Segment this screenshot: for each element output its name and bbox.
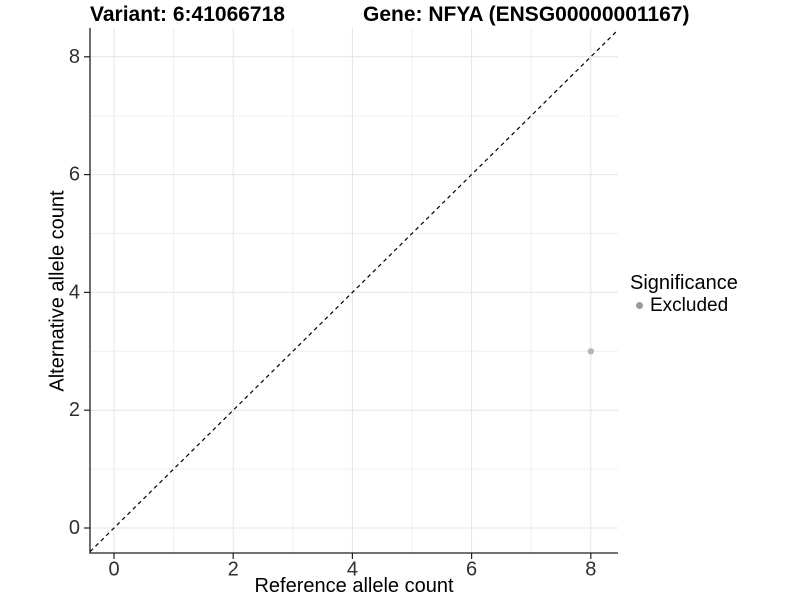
plot-title-variant: Variant: 6:41066718 [90, 3, 285, 26]
x-tick-label: 6 [466, 559, 477, 581]
legend-title: Significance [630, 272, 738, 294]
legend-item-excluded: Excluded [628, 295, 738, 316]
y-tick-label: 2 [69, 399, 80, 421]
x-tick-label: 4 [347, 559, 358, 581]
x-tick-label: 0 [108, 559, 119, 581]
x-axis-title: Reference allele count [254, 575, 454, 597]
x-tick-label: 2 [228, 559, 239, 581]
data-point-excluded [587, 348, 594, 355]
plot-title-gene: Gene: NFYA (ENSG00000001167) [363, 3, 690, 26]
y-tick-label: 0 [69, 517, 80, 539]
identity-line [89, 29, 619, 552]
y-axis-title: Alternative allele count [46, 190, 69, 392]
x-tick-label: 8 [585, 559, 596, 581]
legend: Significance Excluded [628, 272, 738, 316]
legend-key-dot-icon [636, 302, 643, 309]
y-tick-label: 8 [69, 46, 80, 68]
y-tick-label: 6 [69, 164, 80, 186]
legend-item-label: Excluded [650, 295, 729, 316]
y-tick-label: 4 [69, 281, 80, 303]
